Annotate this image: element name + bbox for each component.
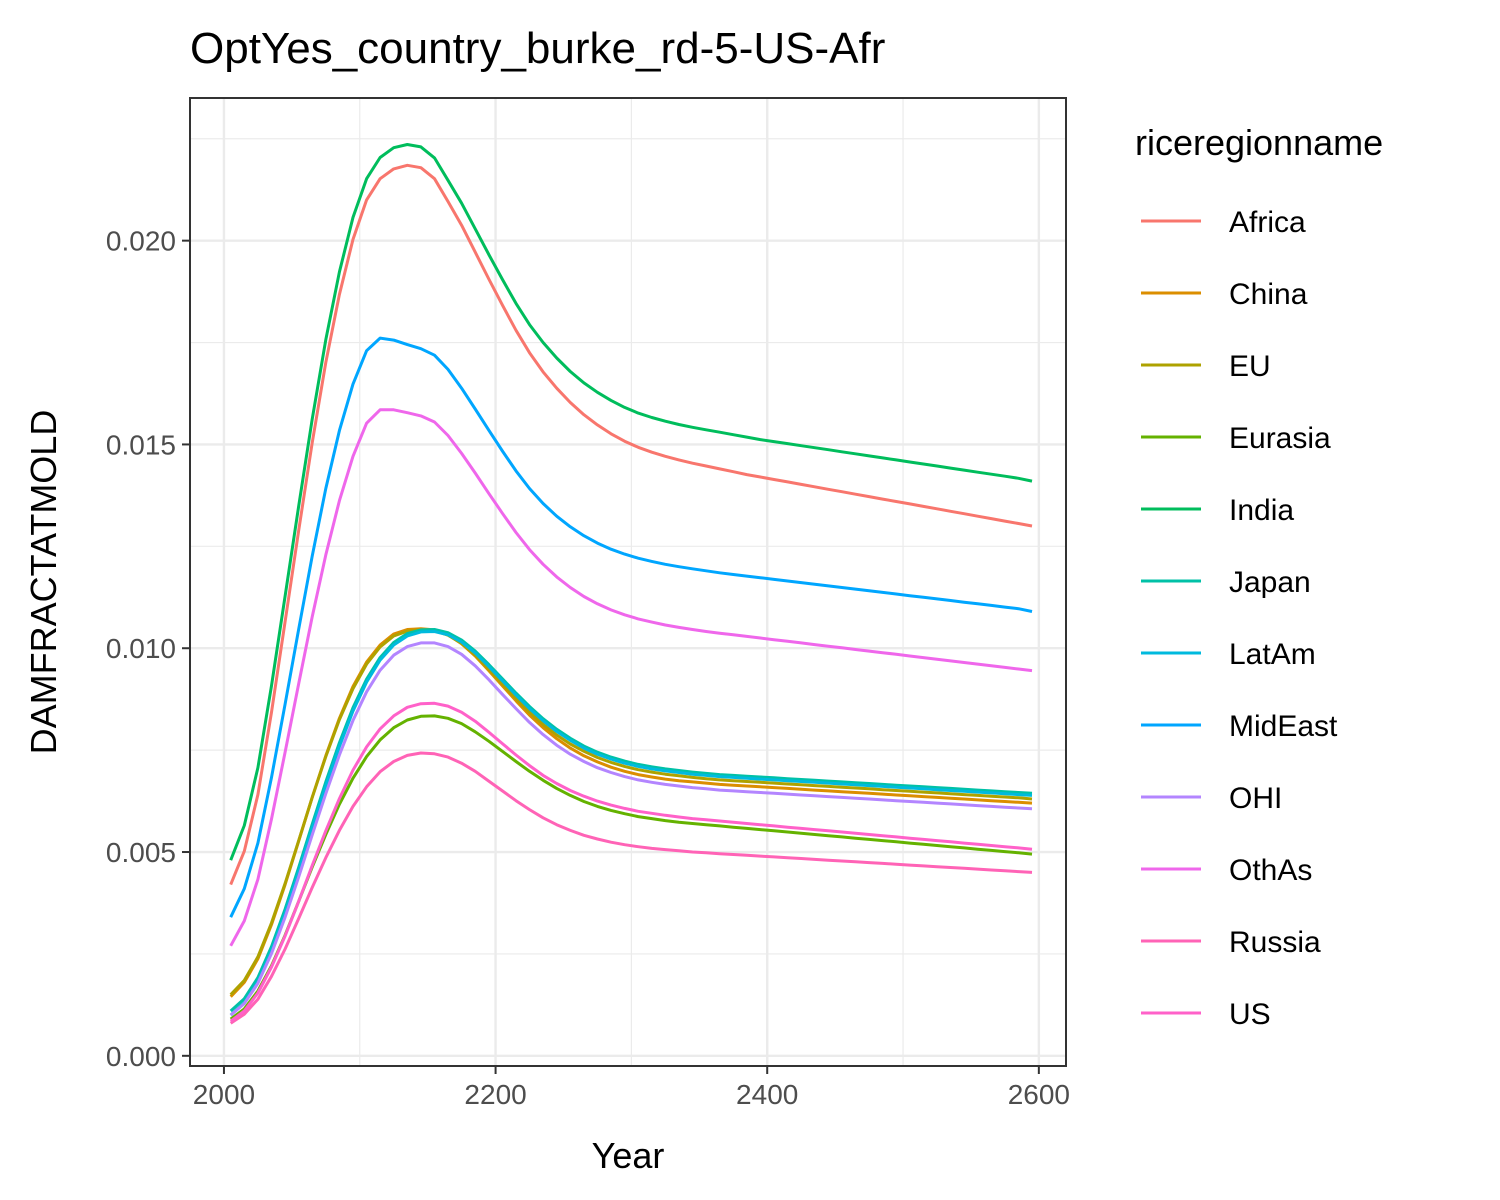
legend: riceregionname Africa China EU Eurasia India… [1135,122,1383,1031]
legend-label: China [1229,278,1308,311]
legend-item-eu: EU [1141,350,1271,383]
y-tick-label: 0.015 [106,429,176,460]
series-line-latam [229,630,1033,1017]
series-lines [229,143,1033,1025]
legend-label: US [1229,998,1271,1031]
legend-item-mideast: MidEast [1141,710,1338,743]
legend-item-eurasia: Eurasia [1141,422,1331,455]
series-line-mideast [229,336,1033,918]
series-line-eurasia [229,714,1033,1021]
series-line-india [229,143,1033,861]
legend-label: LatAm [1229,638,1316,671]
series-line-othas [229,408,1033,947]
legend-label: Africa [1229,206,1306,239]
chart-title: OptYes_country_burke_rd-5-US-Afr [190,24,885,73]
legend-item-japan: Japan [1141,566,1311,599]
x-tick-label: 2000 [193,1079,255,1110]
legend-item-africa: Africa [1141,206,1306,239]
legend-label: India [1229,494,1294,527]
series-line-us [229,701,1033,1023]
legend-item-china: China [1141,278,1308,311]
series-line-africa [229,163,1033,886]
legend-item-russia: Russia [1141,926,1321,959]
x-axis-title: Year [592,1135,665,1176]
legend-items: Africa China EU Eurasia India Japan LatAm MidEa… [1141,206,1338,1031]
legend-label: MidEast [1229,710,1338,743]
legend-item-ohi: OHI [1141,782,1282,815]
series-line-eu [229,628,1033,996]
legend-label: Russia [1229,926,1321,959]
legend-label: Eurasia [1229,422,1331,455]
legend-label: OHI [1229,782,1282,815]
y-axis: 0.000 0.005 0.010 0.015 0.020 [106,226,190,1072]
plot-panel-border [189,97,1067,1067]
legend-item-latam: LatAm [1141,638,1316,671]
x-tick-label: 2200 [464,1079,526,1110]
legend-item-us: US [1141,998,1271,1031]
x-axis: 2000 2200 2400 2600 [193,1066,1070,1110]
series-line-russia [229,751,1033,1025]
x-tick-label: 2600 [1008,1079,1070,1110]
x-tick-label: 2400 [736,1079,798,1110]
legend-label: EU [1229,350,1271,383]
series-line-ohi [229,641,1033,1017]
grid [190,98,1066,1066]
legend-title: riceregionname [1135,122,1383,163]
legend-item-othas: OthAs [1141,854,1312,887]
y-tick-label: 0.020 [106,226,176,257]
legend-label: OthAs [1229,854,1312,887]
y-axis-title: DAMFRACTATMOLD [23,410,64,755]
y-tick-label: 0.000 [106,1041,176,1072]
legend-label: Japan [1229,566,1311,599]
y-tick-label: 0.005 [106,837,176,868]
y-tick-label: 0.010 [106,633,176,664]
legend-item-india: India [1141,494,1294,527]
